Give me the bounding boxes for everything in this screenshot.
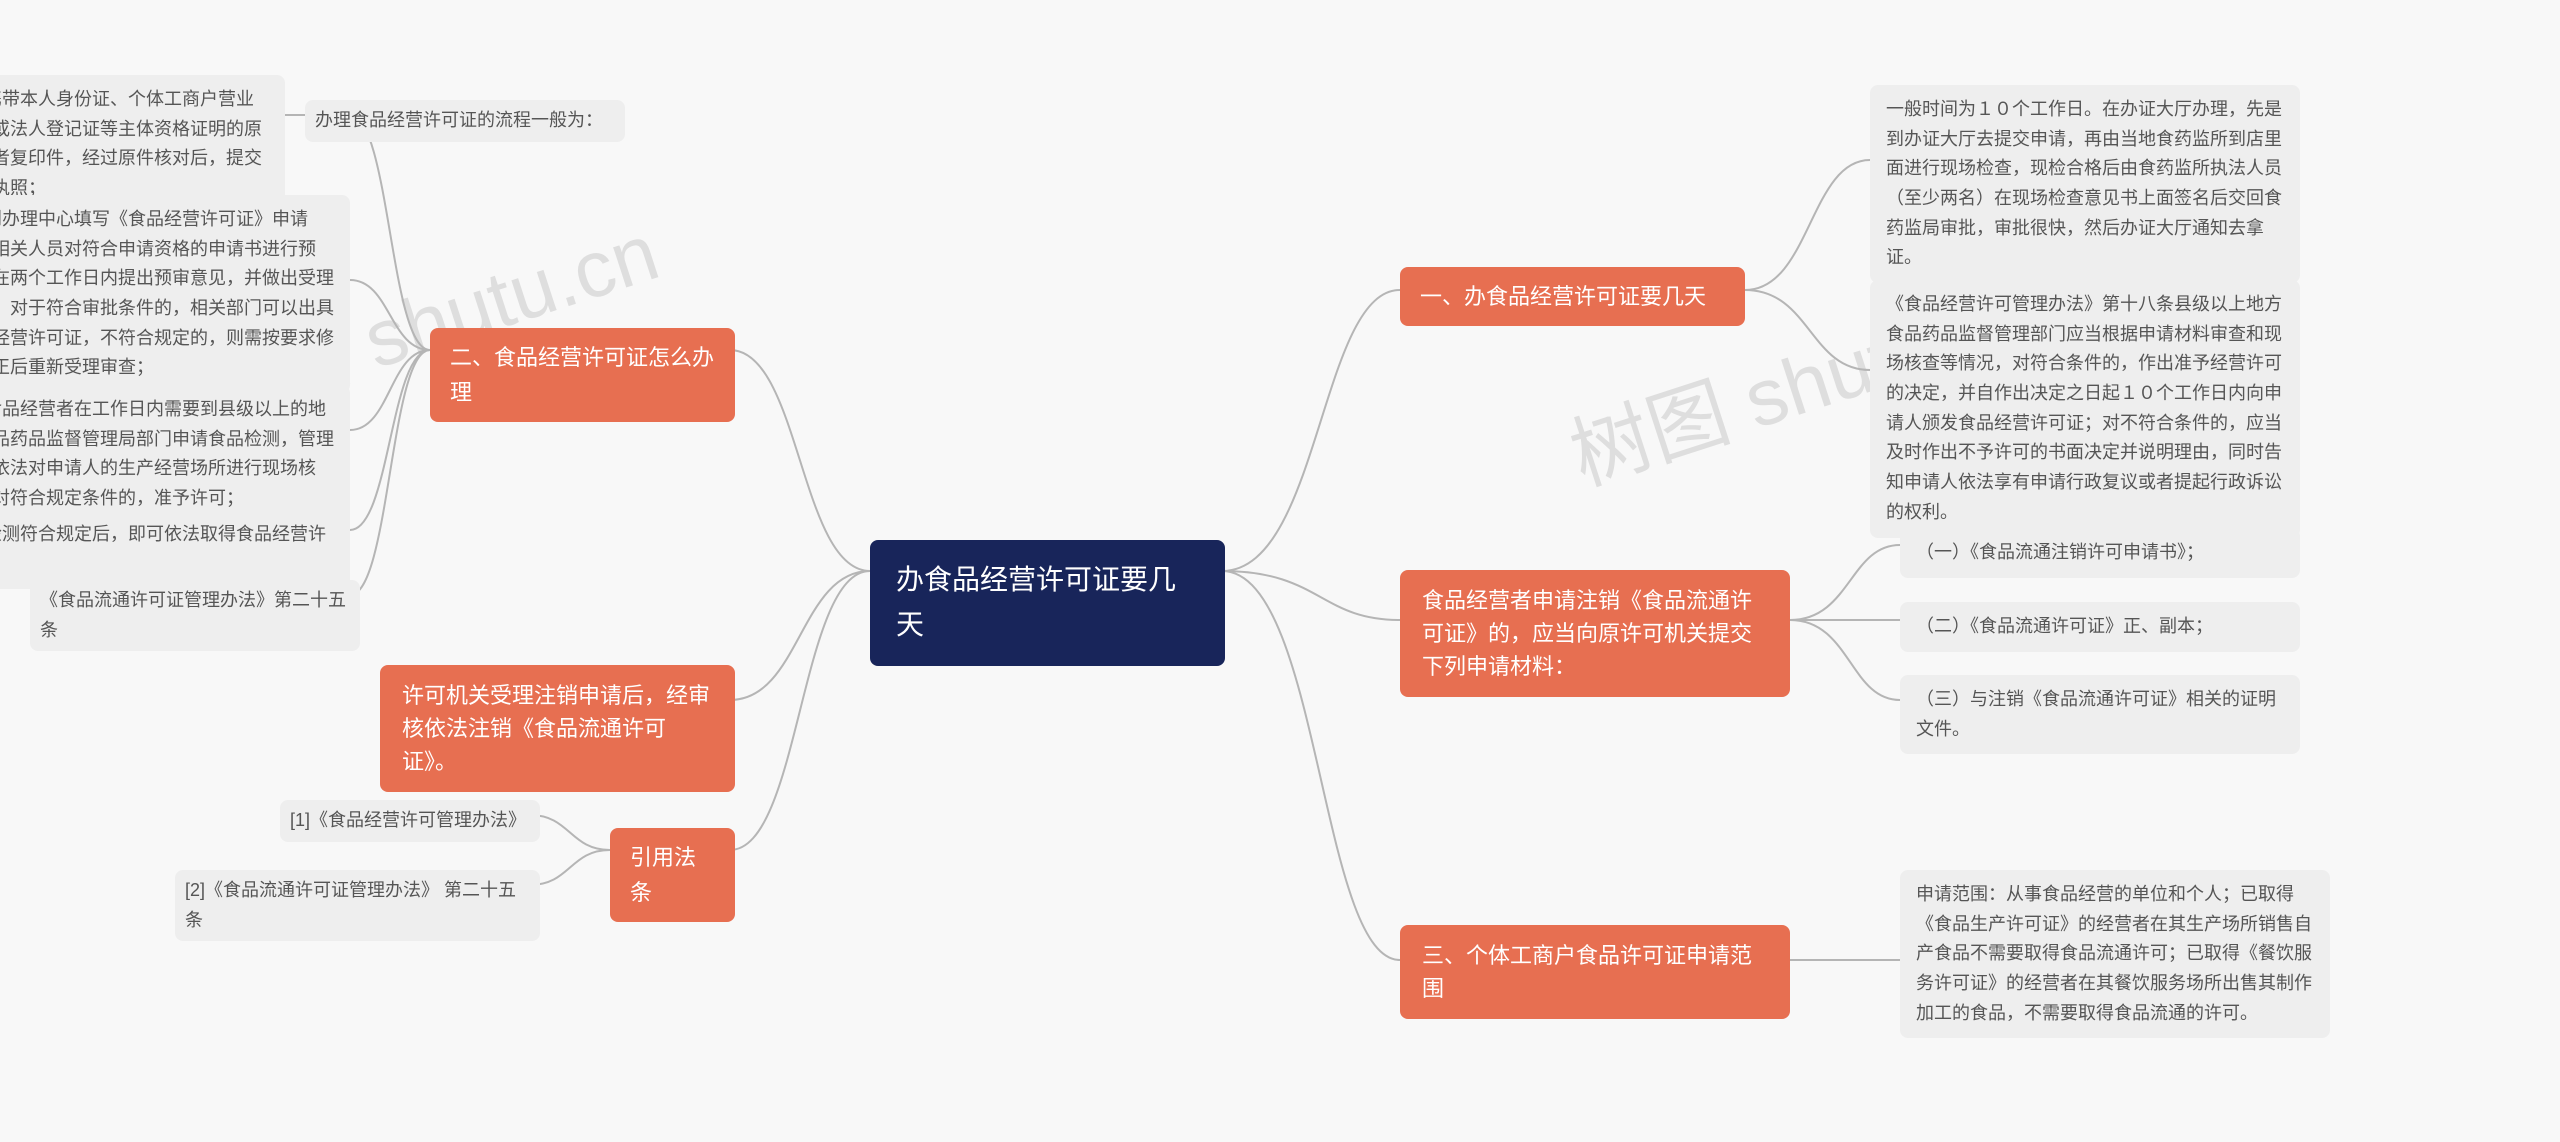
left-branch-2: 许可机关受理注销申请后，经审核依法注销《食品流通许可证》。 [380,665,735,792]
right-b1-leaf-2: 《食品经营许可管理办法》第十八条县级以上地方食品药品监督管理部门应当根据申请材料… [1870,280,2300,538]
leaf-text: （二）《食品流通许可证》正、副本； [1916,612,2213,642]
leaf-text: 办理食品经营许可证的流程一般为： [315,106,603,136]
leaf-text: （三）与注销《食品流通许可证》相关的证明文件。 [1916,685,2284,744]
root-label: 办食品经营许可证要几天 [896,558,1199,648]
branch-label: 三、个体工商户食品许可证申请范围 [1422,939,1768,1005]
leaf-text: 1、携带本人身份证、个体工商户营业执照或法人登记证等主体资格证明的原件或者复印件… [0,85,269,204]
branch-label: 食品经营者申请注销《食品流通许可证》的，应当向原许可机关提交下列申请材料： [1422,584,1768,683]
leaf-text: （一）《食品流通注销许可申请书》； [1916,538,2204,568]
leaf-text: 申请范围：从事食品经营的单位和个人；已取得《食品生产许可证》的经营者在其生产场所… [1916,880,2314,1028]
left-branch-3: 引用法条 [610,828,735,922]
root-node: 办食品经营许可证要几天 [870,540,1225,666]
right-b2-leaf-2: （二）《食品流通许可证》正、副本； [1900,602,2300,652]
right-branch-1: 一、办食品经营许可证要几天 [1400,267,1745,326]
leaf-text: 一般时间为１０个工作日。在办证大厅办理，先是到办证大厅去提交申请，再由当地食药监… [1886,95,2284,273]
leaf-text: 《食品流通许可证管理办法》第二十五条 [40,586,350,645]
left-b3-leaf-1: [1]《食品经营许可管理办法》 [280,800,540,842]
left-b1-sub1-label: 办理食品经营许可证的流程一般为： [305,100,625,142]
right-branch-3: 三、个体工商户食品许可证申请范围 [1400,925,1790,1019]
left-b1-sub4: 4、检测符合规定后，即可依法取得食品经营许可证。 [0,510,350,589]
branch-label: 一、办食品经营许可证要几天 [1420,279,1706,314]
leaf-text: [2]《食品流通许可证管理办法》 第二十五条 [185,876,530,935]
leaf-text: 《食品经营许可管理办法》第十八条县级以上地方食品药品监督管理部门应当根据申请材料… [1886,290,2284,528]
right-b3-leaf-1: 申请范围：从事食品经营的单位和个人；已取得《食品生产许可证》的经营者在其生产场所… [1900,870,2330,1038]
right-b1-leaf-1: 一般时间为１０个工作日。在办证大厅办理，先是到办证大厅去提交申请，再由当地食药监… [1870,85,2300,283]
left-b1-sub2: 2、到办理中心填写《食品经营许可证》申请书，相关人员对符合申请资格的申请书进行预… [0,195,350,393]
right-branch-2: 食品经营者申请注销《食品流通许可证》的，应当向原许可机关提交下列申请材料： [1400,570,1790,697]
left-b1-sub1-leaf: 1、携带本人身份证、个体工商户营业执照或法人登记证等主体资格证明的原件或者复印件… [0,75,285,214]
left-b3-leaf-2: [2]《食品流通许可证管理办法》 第二十五条 [175,870,540,941]
left-b1-sub5: 《食品流通许可证管理办法》第二十五条 [30,580,360,651]
branch-label: 二、食品经营许可证怎么办理 [450,340,715,410]
leaf-text: 3、食品经营者在工作日内需要到县级以上的地方食品药品监督管理局部门申请食品检测，… [0,395,334,514]
branch-label: 许可机关受理注销申请后，经审核依法注销《食品流通许可证》。 [402,679,713,778]
leaf-text: 2、到办理中心填写《食品经营许可证》申请书，相关人员对符合申请资格的申请书进行预… [0,205,334,383]
left-b1-sub3: 3、食品经营者在工作日内需要到县级以上的地方食品药品监督管理局部门申请食品检测，… [0,385,350,524]
branch-label: 引用法条 [630,840,715,910]
left-branch-1: 二、食品经营许可证怎么办理 [430,328,735,422]
leaf-text: 4、检测符合规定后，即可依法取得食品经营许可证。 [0,520,334,579]
right-b2-leaf-3: （三）与注销《食品流通许可证》相关的证明文件。 [1900,675,2300,754]
right-b2-leaf-1: （一）《食品流通注销许可申请书》； [1900,528,2300,578]
leaf-text: [1]《食品经营许可管理办法》 [290,806,526,836]
